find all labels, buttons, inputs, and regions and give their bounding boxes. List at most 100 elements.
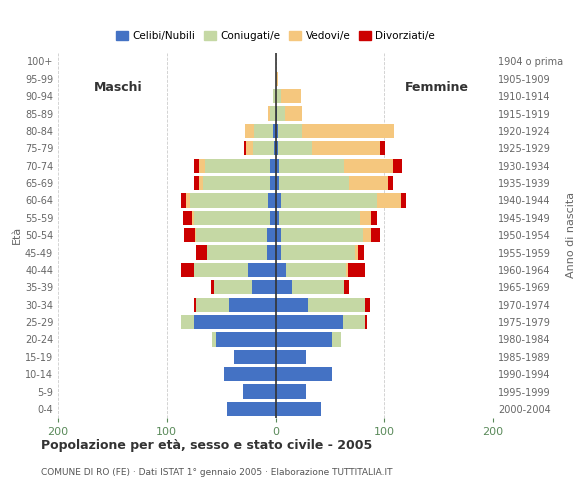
Bar — [349, 176, 387, 190]
Bar — [281, 228, 362, 242]
Bar — [276, 263, 287, 277]
Bar — [253, 141, 274, 156]
Bar — [194, 176, 200, 190]
Bar — [194, 315, 276, 329]
Bar — [349, 263, 365, 277]
Bar — [277, 107, 285, 121]
Bar — [181, 193, 186, 207]
Bar — [276, 245, 281, 260]
Bar — [205, 158, 270, 173]
Bar — [270, 176, 276, 190]
Bar — [273, 124, 276, 138]
Bar — [195, 228, 196, 242]
Bar — [268, 107, 270, 121]
Bar — [267, 245, 276, 260]
Bar — [246, 141, 253, 156]
Bar — [278, 124, 302, 138]
Bar — [248, 263, 276, 277]
Bar — [213, 280, 252, 294]
Bar — [276, 298, 308, 312]
Bar — [360, 211, 371, 225]
Bar — [292, 280, 344, 294]
Bar — [202, 176, 270, 190]
Bar — [200, 158, 205, 173]
Bar — [276, 280, 292, 294]
Bar — [183, 211, 192, 225]
Bar — [276, 228, 281, 242]
Bar — [184, 228, 195, 242]
Bar — [216, 332, 276, 347]
Bar — [332, 332, 341, 347]
Bar — [254, 124, 273, 138]
Bar — [279, 176, 349, 190]
Legend: Celibi/Nubili, Coniugati/e, Vedovi/e, Divorziati/e: Celibi/Nubili, Coniugati/e, Vedovi/e, Di… — [112, 27, 439, 45]
Bar — [276, 107, 277, 121]
Bar — [387, 176, 393, 190]
Bar — [365, 315, 367, 329]
Bar — [276, 349, 306, 364]
Bar — [313, 141, 380, 156]
Bar — [212, 332, 216, 347]
Bar — [194, 298, 196, 312]
Bar — [287, 263, 346, 277]
Bar — [267, 228, 276, 242]
Bar — [365, 298, 370, 312]
Bar — [227, 402, 276, 416]
Bar — [346, 263, 349, 277]
Bar — [194, 158, 200, 173]
Bar — [344, 280, 349, 294]
Bar — [278, 141, 313, 156]
Bar — [281, 193, 376, 207]
Bar — [276, 158, 279, 173]
Bar — [196, 245, 207, 260]
Bar — [276, 72, 278, 86]
Bar — [243, 384, 276, 399]
Bar — [276, 402, 321, 416]
Bar — [276, 315, 343, 329]
Bar — [252, 280, 276, 294]
Bar — [281, 89, 300, 103]
Bar — [196, 228, 267, 242]
Y-axis label: Età: Età — [12, 226, 22, 244]
Text: Maschi: Maschi — [93, 81, 142, 94]
Bar — [211, 280, 213, 294]
Bar — [281, 245, 355, 260]
Bar — [244, 141, 246, 156]
Bar — [194, 211, 270, 225]
Bar — [279, 158, 344, 173]
Bar — [276, 332, 332, 347]
Bar — [279, 211, 360, 225]
Bar — [371, 211, 376, 225]
Bar — [200, 176, 202, 190]
Bar — [207, 245, 267, 260]
Bar — [344, 158, 393, 173]
Bar — [308, 298, 365, 312]
Bar — [355, 245, 358, 260]
Bar — [401, 193, 406, 207]
Bar — [276, 176, 279, 190]
Bar — [268, 193, 276, 207]
Bar — [192, 211, 194, 225]
Y-axis label: Anno di nascita: Anno di nascita — [566, 192, 576, 278]
Bar — [273, 89, 276, 103]
Bar — [393, 158, 401, 173]
Bar — [276, 124, 278, 138]
Bar — [229, 298, 276, 312]
Bar — [276, 141, 278, 156]
Bar — [181, 315, 194, 329]
Text: Femmine: Femmine — [404, 81, 469, 94]
Bar — [274, 141, 276, 156]
Bar — [302, 124, 394, 138]
Bar — [276, 193, 281, 207]
Bar — [194, 263, 248, 277]
Bar — [234, 349, 276, 364]
Bar — [285, 107, 302, 121]
Text: COMUNE DI RO (FE) · Dati ISTAT 1° gennaio 2005 · Elaborazione TUTTITALIA.IT: COMUNE DI RO (FE) · Dati ISTAT 1° gennai… — [41, 468, 392, 477]
Bar — [224, 367, 276, 381]
Bar — [276, 384, 306, 399]
Text: Popolazione per età, sesso e stato civile - 2005: Popolazione per età, sesso e stato civil… — [41, 439, 372, 452]
Bar — [270, 211, 276, 225]
Bar — [276, 367, 332, 381]
Bar — [190, 193, 268, 207]
Bar — [186, 193, 190, 207]
